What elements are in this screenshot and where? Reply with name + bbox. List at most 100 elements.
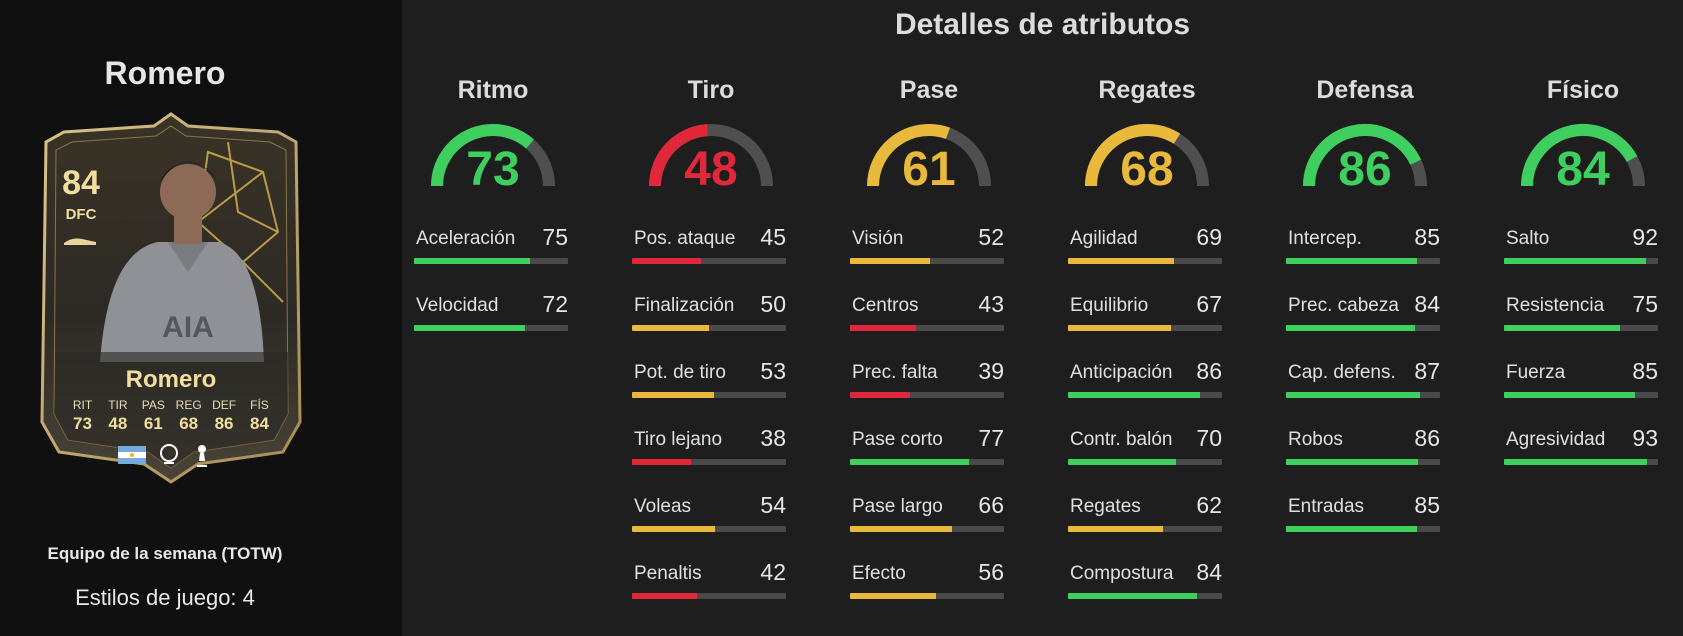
category-title: Regates [1098,76,1196,104]
attribute-name: Visión [852,228,904,249]
boot-icon [64,238,96,245]
attribute-bar [850,325,1004,331]
attribute-row: Intercep. 85 [1286,224,1444,274]
category-value: 48 [684,143,738,196]
card-stat-label: TIR [108,398,128,412]
attribute-column: Físico 84 [1504,76,1662,196]
attribute-name: Pase largo [852,496,943,517]
attribute-row: Aceleración 75 [414,224,572,274]
attribute-row: Prec. cabeza 84 [1286,291,1444,341]
attribute-column: Ritmo 73 [414,76,572,196]
attribute-row: Voleas 54 [632,492,790,542]
attribute-name: Prec. cabeza [1288,295,1399,316]
attribute-row: Pase corto 77 [850,425,1008,475]
attribute-value: 54 [760,492,786,518]
attribute-name: Prec. falta [852,362,938,383]
card-stats: RIT 73 TIR 48 PAS 61 REG 68 DEF 86 FÍS 8… [66,398,276,434]
card-stat: RIT 73 [66,398,99,434]
attribute-bar [1286,258,1440,264]
category-gauge: 68 [1082,116,1212,196]
attribute-bar-fill [850,459,969,465]
attribute-value: 86 [1196,358,1222,384]
attribute-bar-fill [1286,459,1419,465]
attribute-row: Tiro lejano 38 [632,425,790,475]
attribute-column: Defensa 86 [1286,76,1444,196]
card-stat: FÍS 84 [243,398,276,434]
attribute-row: Visión 52 [850,224,1008,274]
card-stat-label: PAS [141,398,165,412]
attribute-row: Compostura 84 [1068,559,1226,609]
card-stat-label: FÍS [250,398,269,412]
attribute-bar-fill [850,258,931,264]
attribute-column: Tiro 48 [632,76,790,196]
category-value: 84 [1556,143,1610,196]
attribute-name: Aceleración [416,228,516,249]
attribute-row: Centros 43 [850,291,1008,341]
attribute-value: 66 [978,492,1004,518]
attribute-row: Robos 86 [1286,425,1444,475]
attribute-name: Fuerza [1506,362,1566,383]
category-value: 86 [1338,143,1392,196]
card-stat-value: 61 [143,414,163,433]
card-stat-value: 68 [179,414,199,433]
attribute-value: 39 [978,358,1004,384]
attribute-row: Equilibrio 67 [1068,291,1226,341]
attribute-name: Cap. defens. [1288,362,1396,383]
attribute-bar-fill [850,593,937,599]
attribute-row: Cap. defens. 87 [1286,358,1444,408]
attribute-value: 70 [1196,425,1222,451]
category-gauge: 61 [864,116,994,196]
attribute-name: Voleas [634,496,692,517]
attribute-value: 93 [1632,425,1658,451]
attribute-name: Velocidad [416,295,499,316]
attribute-bar [850,459,1004,465]
attribute-name: Efecto [852,563,906,584]
card-stat: TIR 48 [101,398,134,434]
attribute-value: 56 [978,559,1004,585]
category-gauge: 84 [1518,116,1648,196]
attribute-bar [850,258,1004,264]
attribute-row: Pot. de tiro 53 [632,358,790,408]
attribute-value: 67 [1196,291,1222,317]
attribute-name: Intercep. [1288,228,1362,249]
attribute-name: Agresividad [1506,429,1606,450]
attribute-bar-fill [632,593,697,599]
attribute-name: Pot. de tiro [634,362,726,383]
attribute-bar [1286,392,1440,398]
attribute-name: Anticipación [1070,362,1173,383]
gauge-arc [1521,124,1645,187]
attribute-row: Penaltis 42 [632,559,790,609]
attribute-bar [1286,325,1440,331]
gauge-fill [1085,124,1181,187]
attribute-bar [1504,459,1658,465]
attribute-value: 75 [542,224,568,250]
attribute-value: 85 [1414,492,1440,518]
attribute-bar-fill [1504,325,1620,331]
attribute-value: 52 [978,224,1004,250]
attribute-bar-fill [414,258,530,264]
attribute-bar-fill [1068,593,1198,599]
gauge-fill [431,124,534,187]
attribute-name: Centros [852,295,919,316]
attribute-bar [850,526,1004,532]
attribute-row: Agresividad 93 [1504,425,1662,475]
attribute-bar [632,593,786,599]
card-stat: REG 68 [172,398,205,434]
attribute-row: Prec. falta 39 [850,358,1008,408]
player-name-heading: Romero [104,55,226,91]
card-badges [118,442,212,468]
attribute-bar [1068,593,1222,599]
card-stat-value: 86 [214,414,234,433]
attribute-value: 77 [978,425,1004,451]
player-panel: Romero [0,0,402,636]
attribute-value: 84 [1196,559,1222,585]
attribute-bar [632,459,786,465]
attribute-bar-fill [1286,325,1416,331]
attribute-bar-fill [1504,392,1635,398]
attribute-name: Finalización [634,295,735,316]
attribute-name: Resistencia [1506,295,1605,316]
attribute-bar [632,526,786,532]
argentina-flag-icon [118,446,146,464]
category-value: 68 [1120,143,1174,196]
attribute-bar [850,593,1004,599]
